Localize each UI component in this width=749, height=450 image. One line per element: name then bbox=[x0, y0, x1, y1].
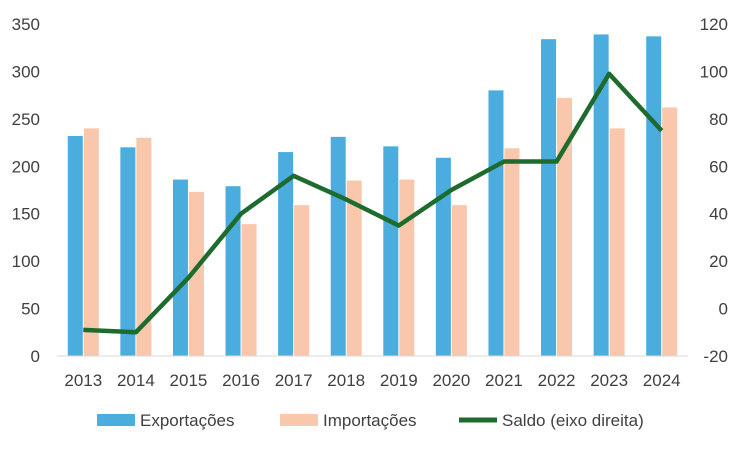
right-tick-label: 40 bbox=[709, 205, 728, 224]
bar-exportacoes bbox=[120, 147, 136, 356]
right-tick-label: 100 bbox=[700, 62, 728, 81]
bar-importacoes bbox=[662, 107, 678, 356]
left-tick-label: 300 bbox=[12, 62, 40, 81]
bar-importacoes bbox=[346, 180, 362, 356]
x-tick-label: 2015 bbox=[170, 371, 208, 390]
bar-exportacoes bbox=[225, 186, 241, 356]
x-tick-label: 2024 bbox=[643, 371, 681, 390]
bar-importacoes bbox=[188, 191, 204, 356]
right-tick-label: 80 bbox=[709, 110, 728, 129]
x-tick-label: 2020 bbox=[432, 371, 470, 390]
right-tick-label: 120 bbox=[700, 15, 728, 34]
right-axis-ticks: -20 0 20 40 60 80 100 120 bbox=[700, 15, 728, 366]
x-tick-label: 2017 bbox=[275, 371, 313, 390]
right-tick-label: 20 bbox=[709, 252, 728, 271]
bar-exportacoes bbox=[67, 135, 83, 356]
right-tick-label: 60 bbox=[709, 157, 728, 176]
bar-exportacoes bbox=[488, 90, 504, 357]
x-tick-label: 2021 bbox=[485, 371, 523, 390]
left-tick-label: 50 bbox=[21, 300, 40, 319]
bar-importacoes bbox=[504, 148, 520, 356]
bar-importacoes bbox=[83, 128, 99, 356]
left-tick-label: 350 bbox=[12, 15, 40, 34]
left-tick-label: 150 bbox=[12, 205, 40, 224]
bar-exportacoes bbox=[330, 136, 346, 356]
bar-importacoes bbox=[136, 137, 152, 356]
legend-label-importacoes: Importações bbox=[323, 411, 417, 430]
x-tick-label: 2016 bbox=[222, 371, 260, 390]
bar-importacoes bbox=[451, 205, 467, 356]
bar-importacoes bbox=[399, 179, 415, 356]
bar-exportacoes bbox=[278, 152, 294, 356]
bar-exportacoes bbox=[593, 34, 609, 356]
bar-exportacoes bbox=[646, 36, 662, 357]
bar-importacoes bbox=[557, 97, 573, 356]
x-tick-label: 2018 bbox=[327, 371, 365, 390]
x-tick-label: 2022 bbox=[538, 371, 576, 390]
bar-importacoes bbox=[241, 224, 257, 356]
bar-importacoes bbox=[294, 205, 310, 356]
bar-exportacoes bbox=[172, 179, 188, 356]
saldo-line-layer bbox=[83, 71, 664, 335]
left-tick-label: 250 bbox=[12, 110, 40, 129]
bar-exportacoes bbox=[383, 146, 399, 356]
left-tick-label: 0 bbox=[31, 347, 40, 366]
x-axis-ticks: 2013 2014 2015 2016 2017 2018 2019 2020 2021 2022… bbox=[64, 371, 680, 390]
right-tick-label: -20 bbox=[703, 347, 728, 366]
left-tick-label: 200 bbox=[12, 157, 40, 176]
legend-swatch-importacoes bbox=[280, 414, 318, 426]
x-tick-label: 2019 bbox=[380, 371, 418, 390]
legend-swatch-exportacoes bbox=[97, 414, 135, 426]
bars bbox=[67, 34, 678, 357]
x-tick-label: 2014 bbox=[117, 371, 155, 390]
right-tick-label: 0 bbox=[719, 300, 728, 319]
line-saldo-eixo-direita bbox=[83, 71, 664, 335]
left-axis-ticks: 0 50 100 150 200 250 300 350 bbox=[12, 15, 40, 366]
legend-label-exportacoes: Exportações bbox=[140, 411, 235, 430]
legend-label-saldo: Saldo (eixo direita) bbox=[502, 411, 644, 430]
bar-importacoes bbox=[609, 128, 625, 356]
legend: Exportações Importações Saldo (eixo dire… bbox=[97, 411, 644, 430]
x-tick-label: 2013 bbox=[64, 371, 102, 390]
bar-exportacoes bbox=[541, 39, 557, 356]
x-tick-label: 2023 bbox=[590, 371, 628, 390]
left-tick-label: 100 bbox=[12, 252, 40, 271]
bar-exportacoes bbox=[435, 157, 451, 356]
